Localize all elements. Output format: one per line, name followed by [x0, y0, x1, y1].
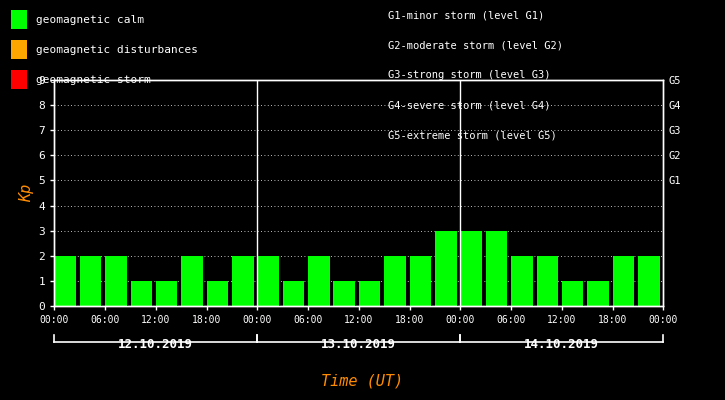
Text: Time (UT): Time (UT) — [321, 373, 404, 388]
Text: geomagnetic disturbances: geomagnetic disturbances — [36, 45, 197, 55]
Text: 14.10.2019: 14.10.2019 — [524, 338, 600, 351]
Bar — [156, 281, 178, 306]
Text: 13.10.2019: 13.10.2019 — [321, 338, 397, 351]
Text: G3-strong storm (level G3): G3-strong storm (level G3) — [388, 70, 550, 80]
Bar — [638, 256, 660, 306]
Bar — [410, 256, 431, 306]
Text: geomagnetic storm: geomagnetic storm — [36, 74, 150, 85]
Text: 12.10.2019: 12.10.2019 — [118, 338, 194, 351]
Bar — [613, 256, 634, 306]
Bar — [435, 231, 457, 306]
Bar — [334, 281, 355, 306]
Text: geomagnetic calm: geomagnetic calm — [36, 15, 144, 25]
Bar — [207, 281, 228, 306]
Bar — [80, 256, 102, 306]
Bar — [359, 281, 381, 306]
Text: G5-extreme storm (level G5): G5-extreme storm (level G5) — [388, 130, 557, 140]
Bar — [384, 256, 406, 306]
Bar — [105, 256, 127, 306]
Bar — [536, 256, 558, 306]
Bar — [460, 231, 482, 306]
Text: G1-minor storm (level G1): G1-minor storm (level G1) — [388, 10, 544, 20]
Bar — [308, 256, 330, 306]
Bar — [562, 281, 584, 306]
Y-axis label: Kp: Kp — [20, 184, 34, 202]
Bar — [486, 231, 508, 306]
Bar — [130, 281, 152, 306]
Text: G2-moderate storm (level G2): G2-moderate storm (level G2) — [388, 40, 563, 50]
Text: G4-severe storm (level G4): G4-severe storm (level G4) — [388, 100, 550, 110]
Bar — [587, 281, 609, 306]
Bar — [283, 281, 304, 306]
Bar — [511, 256, 533, 306]
Bar — [54, 256, 76, 306]
Bar — [181, 256, 203, 306]
Bar — [257, 256, 279, 306]
Bar — [232, 256, 254, 306]
